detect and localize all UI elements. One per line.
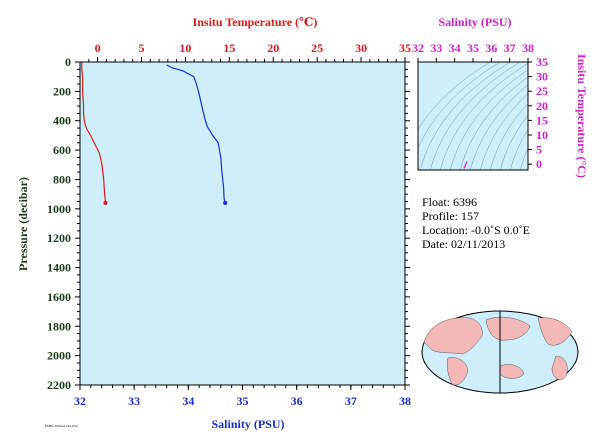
profile-lines [81, 62, 228, 205]
ts-temperature-tick-label: 5 [536, 143, 542, 157]
land-shape [446, 357, 469, 386]
temperature-profile-line [81, 62, 107, 203]
ts-salinity-tick-label: 34 [449, 41, 461, 55]
main-plot-area [80, 62, 405, 385]
land-shape [537, 317, 573, 346]
pressure-tick-label: 1600 [47, 290, 71, 304]
salinity-tick-label: 32 [74, 394, 86, 408]
ts-contour-line [450, 69, 528, 170]
left-axis-title: Pressure (decibar) [16, 177, 30, 271]
footer-code: PMEL/NOAA 2013/02 [45, 424, 78, 428]
main-axis-ticks: 0200400600800100012001400160018002000220… [47, 41, 411, 408]
location-text: Location: -0.0˚S 0.0˚E [422, 223, 530, 237]
ts-contour-line [500, 114, 528, 170]
ts-right-title: Insitu Temperature (°C) [575, 54, 589, 178]
world-map [421, 310, 579, 394]
salinity-tick-label: 36 [291, 394, 303, 408]
ts-data-line [463, 161, 468, 169]
salinity-tick-label: 34 [182, 394, 194, 408]
pressure-tick-label: 400 [53, 114, 71, 128]
ts-density-contours [418, 52, 601, 180]
profile-number-text: Profile: 157 [422, 209, 479, 223]
ts-temperature-tick-label: 30 [536, 70, 548, 84]
bottom-axis-title: Salinity (PSU) [211, 417, 284, 431]
temperature-tick-label: 20 [267, 41, 279, 55]
ts-temperature-tick-label: 25 [536, 84, 548, 98]
ts-salinity-tick-label: 35 [467, 41, 479, 55]
date-text: Date: 02/11/2013 [422, 237, 505, 251]
salinity-end-marker [223, 200, 228, 205]
ts-temperature-tick-label: 0 [536, 157, 542, 171]
ts-top-title: Salinity (PSU) [438, 15, 511, 29]
pressure-tick-label: 1000 [47, 202, 71, 216]
pressure-tick-label: 1200 [47, 231, 71, 245]
ts-contour-line [420, 62, 511, 170]
pressure-tick-label: 1400 [47, 261, 71, 275]
pressure-tick-label: 800 [53, 172, 71, 186]
salinity-tick-label: 35 [237, 394, 249, 408]
ts-salinity-tick-label: 36 [485, 41, 497, 55]
ts-contour-line [520, 147, 528, 170]
ts-temperature-tick-label: 10 [536, 128, 548, 142]
ts-contour-line [460, 76, 528, 170]
ts-contour-line [510, 128, 528, 170]
ts-salinity-tick-label: 33 [430, 41, 442, 55]
temperature-tick-label: 5 [138, 41, 144, 55]
temperature-tick-label: 0 [95, 41, 101, 55]
land-shape [423, 317, 483, 355]
ts-contour-line [418, 62, 501, 149]
pressure-tick-label: 600 [53, 143, 71, 157]
ts-temperature-tick-label: 20 [536, 99, 548, 113]
salinity-tick-label: 33 [128, 394, 140, 408]
ts-contour-line [548, 52, 601, 180]
ts-contour-line [440, 63, 528, 170]
ts-contour-group [418, 52, 601, 180]
salinity-tick-label: 38 [399, 394, 411, 408]
ts-salinity-tick-label: 38 [522, 41, 534, 55]
map-land [423, 316, 573, 386]
ts-temperature-tick-label: 35 [536, 55, 548, 69]
pressure-tick-label: 200 [53, 84, 71, 98]
ts-salinity-tick-label: 32 [412, 41, 424, 55]
ts-contour-line [418, 62, 491, 130]
temperature-tick-label: 15 [223, 41, 235, 55]
temperature-tick-label: 30 [355, 41, 367, 55]
ts-temperature-tick-label: 15 [536, 113, 548, 127]
temperature-tick-label: 25 [311, 41, 323, 55]
land-shape [499, 364, 525, 379]
ts-plot-area [418, 62, 528, 170]
ts-contour-line [490, 103, 528, 170]
ts-contour-line [480, 93, 528, 170]
salinity-profile-line [166, 64, 226, 204]
temperature-tick-label: 35 [399, 41, 411, 55]
ts-data-line [463, 161, 468, 169]
temperature-end-marker [103, 200, 108, 205]
ts-contour-line [470, 84, 528, 170]
ts-salinity-tick-label: 37 [504, 41, 516, 55]
top-axis-title: Insitu Temperature (℃) [193, 15, 318, 29]
temperature-tick-label: 10 [179, 41, 191, 55]
land-shape [485, 316, 531, 341]
pressure-tick-label: 2200 [47, 378, 71, 392]
pressure-tick-label: 2000 [47, 349, 71, 363]
pressure-tick-label: 0 [65, 55, 71, 69]
pressure-tick-label: 1800 [47, 319, 71, 333]
land-shape [551, 355, 568, 380]
ts-contour-line [430, 62, 521, 170]
salinity-tick-label: 37 [345, 394, 357, 408]
float-id-text: Float: 6396 [422, 195, 477, 209]
